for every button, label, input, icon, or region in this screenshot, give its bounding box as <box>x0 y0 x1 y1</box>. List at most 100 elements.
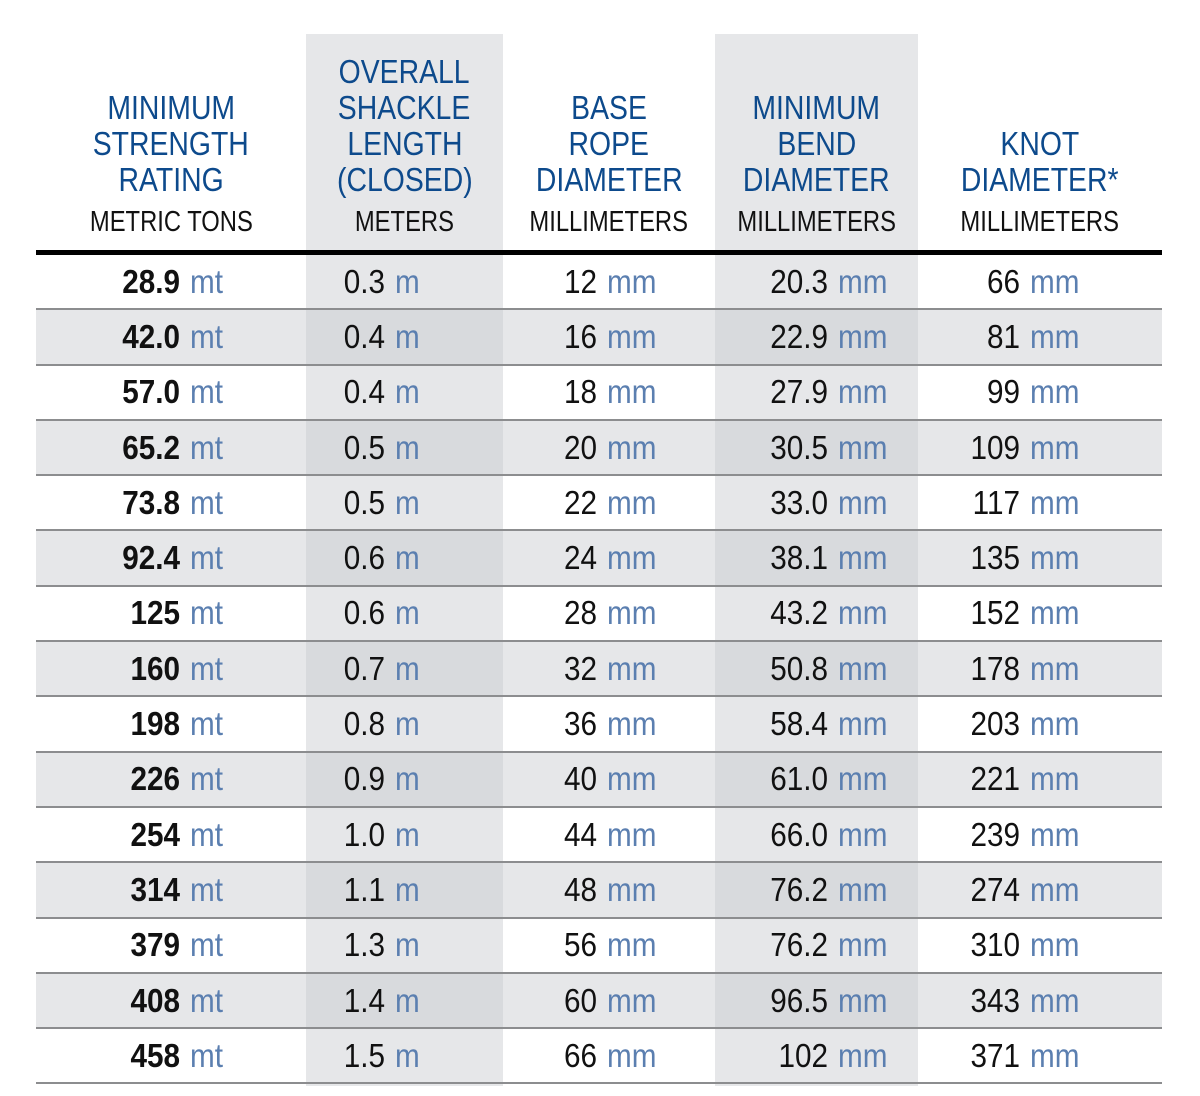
cell-strength-rating: 125 mt <box>40 587 227 640</box>
header-title-line: MINIMUM <box>752 89 881 126</box>
cell-value: 43.2 <box>770 594 828 632</box>
cell-value: 18 <box>563 373 597 411</box>
cell-knot-diameter: 178 mm <box>880 642 1085 695</box>
header-title-line: (CLOSED) <box>336 161 473 198</box>
cell-unit: m <box>395 539 420 577</box>
cell-value: 61.0 <box>770 760 828 798</box>
cell-unit: mm <box>1030 594 1080 632</box>
header-rope-diameter: BASE ROPE DIAMETER MILLIMETERS <box>503 0 715 252</box>
cell-unit: mm <box>607 815 657 853</box>
cell-strength-rating: 42.0 mt <box>40 310 227 363</box>
cell-unit: m <box>395 649 420 687</box>
cell-value: 0.5 <box>343 483 385 521</box>
cell-bend-diameter: 50.8 mm <box>688 642 893 695</box>
cell-bend-diameter: 27.9 mm <box>688 366 893 419</box>
cell-bend-diameter: 76.2 mm <box>688 919 893 972</box>
cell-strength-rating: 408 mt <box>40 974 227 1027</box>
cell-rope-diameter: 32 mm <box>457 642 662 695</box>
cell-value: 239 <box>970 815 1020 853</box>
cell-value: 274 <box>970 870 1020 908</box>
cell-value: 66 <box>563 1036 597 1074</box>
cell-bend-diameter: 96.5 mm <box>688 974 893 1027</box>
cell-shackle-length: 0.8 m <box>245 697 423 750</box>
cell-unit: mm <box>1030 649 1080 687</box>
table-row: 73.8 mt 0.5 m 22 mm 33.0 mm 117 mm <box>36 476 1162 532</box>
cell-bend-diameter: 61.0 mm <box>688 753 893 806</box>
cell-unit: mm <box>607 926 657 964</box>
cell-unit: mm <box>607 373 657 411</box>
header-strength-rating: MINIMUM STRENGTH RATING METRIC TONS <box>36 0 306 252</box>
table-row: 408 mt 1.4 m 60 mm 96.5 mm 343 mm <box>36 973 1162 1030</box>
cell-unit: mm <box>607 760 657 798</box>
cell-unit: mm <box>607 483 657 521</box>
cell-unit: mm <box>1030 760 1080 798</box>
cell-unit: m <box>395 870 420 908</box>
cell-value: 65.2 <box>122 428 180 466</box>
cell-unit: mt <box>190 483 224 521</box>
cell-shackle-length: 1.1 m <box>245 863 423 916</box>
cell-value: 32 <box>563 649 597 687</box>
cell-unit: mt <box>190 594 224 632</box>
cell-unit: mm <box>607 1036 657 1074</box>
cell-knot-diameter: 99 mm <box>880 366 1085 419</box>
cell-shackle-length: 0.4 m <box>245 310 423 363</box>
cell-rope-diameter: 66 mm <box>457 1029 662 1082</box>
cell-value: 96.5 <box>770 981 828 1019</box>
column-shade-bend-diameter <box>715 34 918 1086</box>
cell-knot-diameter: 203 mm <box>880 697 1085 750</box>
cell-value: 125 <box>130 594 180 632</box>
header-title-line: STRENGTH <box>92 125 250 162</box>
cell-value: 66 <box>986 262 1020 300</box>
cell-value: 40 <box>563 760 597 798</box>
cell-unit: mm <box>838 981 888 1019</box>
cell-value: 60 <box>563 981 597 1019</box>
cell-unit: m <box>395 594 420 632</box>
cell-strength-rating: 458 mt <box>40 1029 227 1082</box>
cell-value: 135 <box>970 539 1020 577</box>
cell-unit: mm <box>1030 317 1080 355</box>
cell-unit: mm <box>838 539 888 577</box>
cell-value: 0.7 <box>343 649 385 687</box>
cell-unit: mm <box>1030 705 1080 743</box>
cell-shackle-length: 0.3 m <box>245 255 423 308</box>
cell-rope-diameter: 12 mm <box>457 255 662 308</box>
cell-value: 178 <box>970 649 1020 687</box>
cell-unit: mm <box>1030 483 1080 521</box>
table-row: 125 mt 0.6 m 28 mm 43.2 mm 152 mm <box>36 587 1162 643</box>
cell-unit: m <box>395 760 420 798</box>
cell-value: 0.6 <box>343 594 385 632</box>
header-title-line: DIAMETER* <box>961 161 1119 198</box>
cell-shackle-length: 0.6 m <box>245 587 423 640</box>
cell-unit: mm <box>607 262 657 300</box>
cell-value: 57.0 <box>122 373 180 411</box>
cell-unit: mm <box>838 870 888 908</box>
cell-unit: m <box>395 926 420 964</box>
cell-shackle-length: 1.4 m <box>245 974 423 1027</box>
cell-unit: m <box>395 483 420 521</box>
cell-unit: mm <box>607 317 657 355</box>
cell-value: 1.5 <box>343 1036 385 1074</box>
table-body: 28.9 mt 0.3 m 12 mm 20.3 mm 66 mm 42.0 mt 0.4 m 16 mm 22… <box>36 255 1162 1085</box>
cell-unit: mt <box>190 981 224 1019</box>
cell-unit: m <box>395 705 420 743</box>
cell-unit: mm <box>1030 1036 1080 1074</box>
cell-unit: mm <box>838 594 888 632</box>
cell-value: 408 <box>130 981 180 1019</box>
cell-value: 254 <box>130 815 180 853</box>
cell-value: 81 <box>986 317 1020 355</box>
cell-unit: mm <box>607 705 657 743</box>
cell-unit: mm <box>607 539 657 577</box>
cell-value: 36 <box>563 705 597 743</box>
cell-value: 109 <box>970 428 1020 466</box>
cell-strength-rating: 198 mt <box>40 697 227 750</box>
table-row: 28.9 mt 0.3 m 12 mm 20.3 mm 66 mm <box>36 255 1162 311</box>
cell-shackle-length: 0.9 m <box>245 753 423 806</box>
cell-value: 0.8 <box>343 705 385 743</box>
cell-value: 28.9 <box>122 262 180 300</box>
cell-value: 73.8 <box>122 483 180 521</box>
cell-value: 221 <box>970 760 1020 798</box>
column-shade-shackle-length <box>306 34 503 1086</box>
header-title-line: RATING <box>118 161 224 198</box>
cell-unit: mt <box>190 705 224 743</box>
cell-knot-diameter: 310 mm <box>880 919 1085 972</box>
